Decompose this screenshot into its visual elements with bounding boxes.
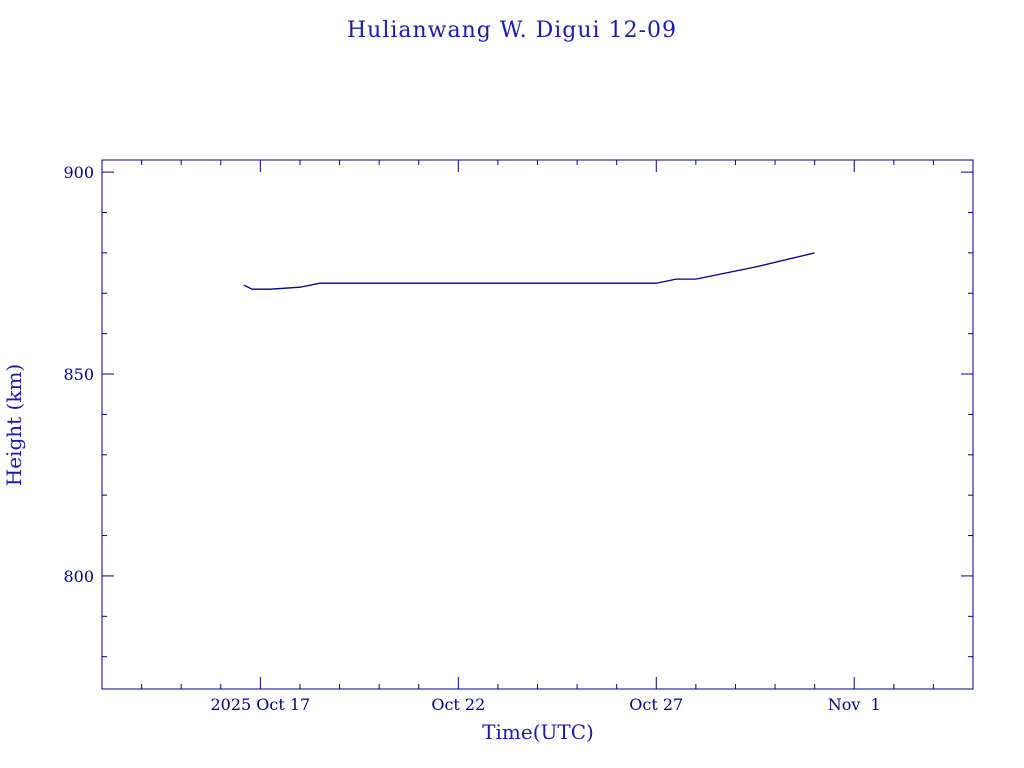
x-tick-label: Oct 22 xyxy=(431,695,485,714)
x-tick-label: Oct 27 xyxy=(629,695,683,714)
chart-title: Hulianwang W. Digui 12-09 xyxy=(347,18,677,43)
x-axis-label: Time(UTC) xyxy=(482,720,594,744)
x-tick-label: 2025 Oct 17 xyxy=(210,695,310,714)
series-line xyxy=(243,252,815,290)
plot-frame xyxy=(101,159,974,690)
y-tick-label: 800 xyxy=(63,567,94,586)
y-tick-label: 850 xyxy=(63,365,94,384)
y-tick-label: 900 xyxy=(63,163,94,182)
y-axis-label: Height (km) xyxy=(2,364,26,486)
x-tick-label: Nov 1 xyxy=(828,695,881,714)
axis-tick-labels: 800 850 900 2025 Oct 17 Oct 22 Oct 27 Nov 1 xyxy=(63,163,880,714)
axis-ticks xyxy=(101,160,974,689)
